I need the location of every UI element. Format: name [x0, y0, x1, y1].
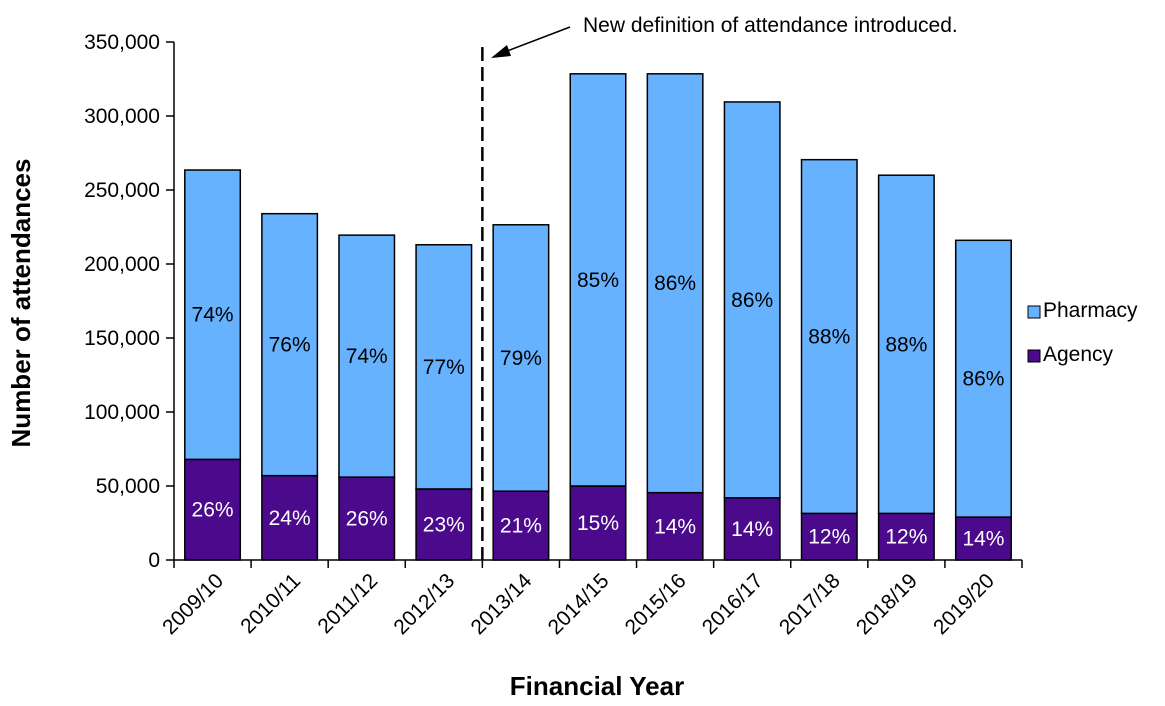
y-tick-label: 350,000	[84, 31, 160, 54]
data-label-pharmacy: 86%	[731, 289, 773, 312]
y-tick-label: 100,000	[84, 401, 160, 424]
data-label-pharmacy: 86%	[962, 368, 1004, 391]
x-tick-label: 2013/14	[466, 569, 536, 639]
data-label-agency: 14%	[731, 518, 773, 541]
data-label-agency: 12%	[885, 526, 927, 549]
data-label-agency: 14%	[962, 528, 1004, 551]
data-label-agency: 21%	[500, 515, 542, 538]
bar-pharmacy	[800, 158, 858, 515]
x-tick-label: 2011/12	[313, 569, 382, 638]
bar-pharmacy	[338, 234, 396, 478]
x-tick-label: 2018/19	[852, 569, 922, 639]
y-tick-label: 300,000	[84, 105, 160, 128]
annotation-arrowhead	[491, 45, 511, 58]
y-tick-label: 50,000	[96, 475, 160, 498]
bar-pharmacy	[723, 101, 781, 499]
data-label-agency: 23%	[423, 513, 465, 536]
x-tick-label: 2010/11	[236, 569, 305, 638]
x-axis-title: Financial Year	[510, 671, 684, 701]
y-axis-title: Number of attendances	[6, 159, 36, 448]
y-tick-label: 0	[148, 549, 160, 572]
bar-pharmacy	[877, 174, 935, 515]
data-label-pharmacy: 74%	[192, 304, 234, 327]
y-tick-label: 150,000	[84, 327, 160, 350]
y-tick-label: 200,000	[84, 253, 160, 276]
annotation-text: New definition of attendance introduced.	[583, 14, 958, 37]
x-tick-label: 2015/16	[621, 569, 691, 639]
bar-pharmacy	[184, 169, 242, 461]
data-label-agency: 12%	[808, 526, 850, 549]
annotation-arrow	[501, 26, 571, 54]
bars-layer: 26% 74% 24% 76% 26% 74% 23% 77% 21% 79% 15% 85% 14% 8…	[184, 73, 1012, 561]
x-tick-label: 2017/18	[775, 569, 845, 639]
legend-label: Agency	[1043, 343, 1114, 366]
data-label-pharmacy: 86%	[654, 272, 696, 295]
bar-pharmacy	[954, 239, 1012, 518]
data-label-agency: 14%	[654, 515, 696, 538]
bar-agency	[184, 458, 242, 561]
bar-agency	[800, 512, 858, 561]
bar-pharmacy	[569, 73, 627, 487]
data-label-pharmacy: 74%	[346, 345, 388, 368]
x-tick-label: 2016/17	[698, 569, 768, 639]
legend-swatch	[1027, 349, 1041, 363]
data-label-agency: 26%	[346, 508, 388, 531]
bar-pharmacy	[646, 73, 704, 494]
bar-pharmacy	[415, 244, 473, 490]
y-ticks: 0 50,000 100,000 150,000 200,000 250,000 300,0…	[84, 31, 174, 572]
x-tick-label: 2019/20	[929, 569, 999, 639]
legend: Pharmacy Agency	[1027, 299, 1138, 366]
bar-pharmacy	[261, 212, 319, 477]
data-label-agency: 15%	[577, 512, 619, 535]
legend-swatch	[1027, 305, 1041, 319]
data-label-pharmacy: 88%	[808, 326, 850, 349]
x-tick-label: 2009/10	[158, 569, 228, 639]
data-label-pharmacy: 76%	[269, 334, 311, 357]
bar-agency	[569, 485, 627, 561]
axes-layer	[173, 42, 1022, 561]
data-label-pharmacy: 85%	[577, 269, 619, 292]
data-label-agency: 24%	[269, 507, 311, 530]
y-tick-label: 250,000	[84, 179, 160, 202]
data-label-pharmacy: 79%	[500, 347, 542, 370]
bar-agency	[877, 512, 935, 561]
annotation: New definition of attendance introduced.	[481, 14, 958, 560]
x-ticks: 2009/10 2010/11 2011/12 2012/13 2013/14 2014/…	[158, 560, 1023, 639]
data-label-pharmacy: 77%	[423, 356, 465, 379]
data-label-agency: 26%	[192, 499, 234, 522]
x-tick-label: 2014/15	[544, 569, 614, 639]
bar-pharmacy	[492, 224, 550, 492]
data-label-pharmacy: 88%	[885, 333, 927, 356]
x-tick-label: 2012/13	[389, 569, 459, 639]
legend-label: Pharmacy	[1043, 299, 1138, 322]
